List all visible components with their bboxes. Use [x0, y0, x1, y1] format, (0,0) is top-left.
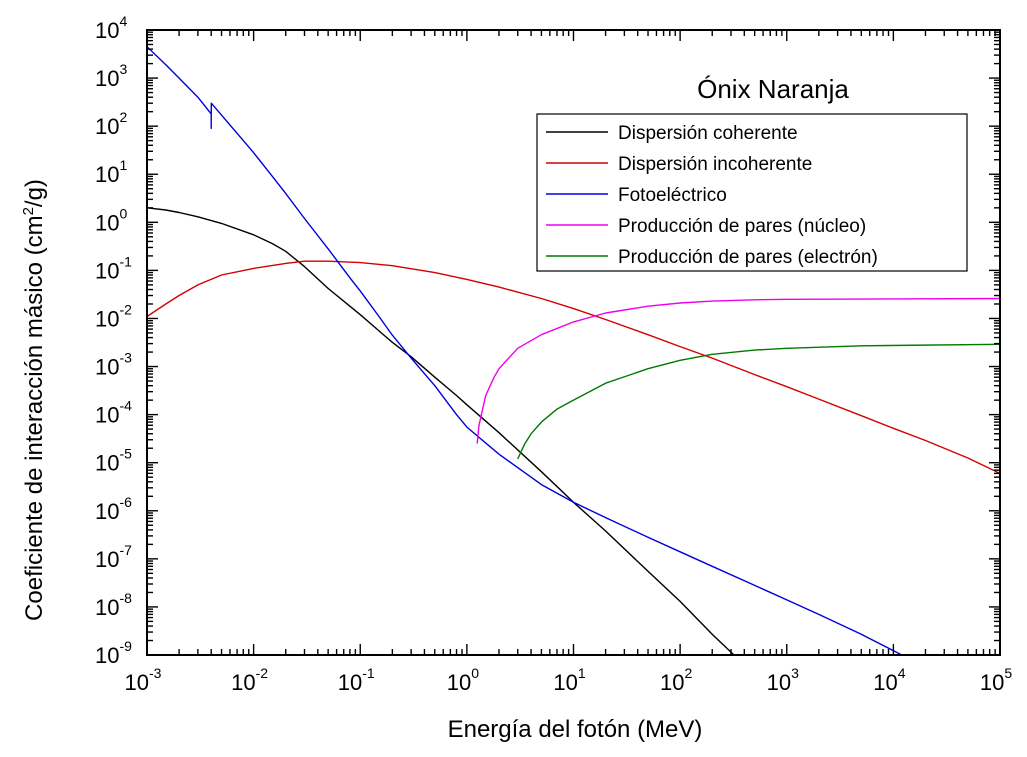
x-tick-label-base: 10: [873, 670, 897, 695]
x-tick-label-base: 10: [980, 670, 1004, 695]
y-tick-label: 103: [95, 61, 127, 91]
x-tick-label-exp: 0: [471, 665, 479, 681]
series-line-dispersion-incoherente: [147, 260, 1000, 475]
chart-title: Ónix Naranja: [697, 74, 849, 104]
legend-label: Fotoeléctrico: [618, 185, 727, 206]
x-tick-label-base: 10: [338, 670, 362, 695]
x-tick-label: 10-3: [125, 665, 162, 695]
y-tick-label-base: 10: [95, 18, 119, 43]
y-tick-label-base: 10: [95, 306, 119, 331]
x-axis-title: Energía del fotón (MeV): [448, 716, 703, 743]
x-tick-label: 105: [980, 665, 1012, 695]
y-tick-label: 104: [95, 13, 127, 43]
legend-label: Producción de pares (núcleo): [618, 216, 866, 237]
x-tick-label-exp: 1: [578, 665, 586, 681]
y-tick-label: 102: [95, 109, 127, 139]
y-tick-label: 10-3: [95, 350, 132, 380]
x-tick-label-exp: -2: [256, 665, 269, 681]
series-line-fotoelectrico: [147, 46, 903, 655]
y-tick-label-base: 10: [95, 595, 119, 620]
y-tick-label-base: 10: [95, 114, 119, 139]
x-tick-label: 101: [553, 665, 585, 695]
y-tick-label: 10-4: [95, 398, 132, 428]
y-tick-label-base: 10: [95, 547, 119, 572]
legend-box: [536, 113, 968, 272]
y-axis-title: Coeficiente de interacción másico (cm2/g…: [20, 179, 48, 621]
y-tick-label-exp: -5: [119, 446, 132, 462]
y-tick-label-exp: 1: [119, 157, 127, 173]
y-tick-label: 10-1: [95, 253, 132, 283]
y-axis-title-prefix: Coeficiente de interacción másico (cm: [21, 215, 48, 621]
legend: Dispersión coherente Dispersión incoheren…: [536, 113, 968, 272]
y-tick-label-base: 10: [95, 162, 119, 187]
y-tick-label-base: 10: [95, 403, 119, 428]
x-tick-label-exp: 2: [684, 665, 692, 681]
x-tick-label: 100: [447, 665, 479, 695]
x-tick-label: 10-1: [338, 665, 375, 695]
x-tick-label: 103: [767, 665, 799, 695]
y-tick-label-base: 10: [95, 643, 119, 668]
y-tick-label: 10-5: [95, 446, 132, 476]
y-tick-label-exp: 2: [119, 109, 127, 125]
x-tick-label-base: 10: [125, 670, 149, 695]
legend-label: Producción de pares (electrón): [618, 247, 878, 268]
x-tick-label: 10-2: [231, 665, 268, 695]
y-tick-label: 10-2: [95, 301, 132, 331]
x-tick-label-base: 10: [660, 670, 684, 695]
y-tick-label: 10-9: [95, 638, 132, 668]
y-tick-label-exp: -3: [119, 350, 132, 366]
x-tick-label-exp: -3: [149, 665, 162, 681]
y-tick-label-exp: -9: [119, 638, 132, 654]
y-tick-label-base: 10: [95, 66, 119, 91]
series-line-dispersion-coherente: [147, 207, 735, 655]
x-tick-label-base: 10: [231, 670, 255, 695]
x-tick-label-base: 10: [447, 670, 471, 695]
x-tick-label-base: 10: [553, 670, 577, 695]
y-tick-label: 101: [95, 157, 127, 187]
legend-label: Dispersión incoherente: [618, 154, 812, 175]
y-tick-label-exp: 3: [119, 61, 127, 77]
y-tick-label-base: 10: [95, 499, 119, 524]
x-tick-label: 102: [660, 665, 692, 695]
x-tick-label-exp: -1: [362, 665, 375, 681]
x-tick-label-exp: 4: [898, 665, 906, 681]
x-tick-label-exp: 3: [791, 665, 799, 681]
y-tick-label: 10-8: [95, 590, 132, 620]
series-line-produccion-de-pares-nucleo: [476, 297, 1000, 444]
y-axis-title-suffix: /g): [21, 179, 48, 207]
y-tick-label-exp: -7: [119, 542, 132, 558]
y-tick-label-exp: 0: [119, 205, 127, 221]
y-tick-label-exp: -8: [119, 590, 132, 606]
y-tick-label-exp: 4: [119, 13, 127, 29]
y-tick-label-exp: -4: [119, 398, 132, 414]
y-tick-label-exp: -6: [119, 494, 132, 510]
y-tick-label-base: 10: [95, 258, 119, 283]
y-tick-label: 10-7: [95, 542, 132, 572]
x-tick-label: 104: [873, 665, 905, 695]
y-tick-label-base: 10: [95, 210, 119, 235]
y-tick-label-exp: -1: [119, 253, 132, 269]
legend-label: Dispersión coherente: [618, 123, 798, 144]
series-line-produccion-de-pares-electron: [517, 343, 1000, 460]
y-tick-label-base: 10: [95, 451, 119, 476]
plot-frame: [146, 29, 1001, 656]
x-tick-label-base: 10: [767, 670, 791, 695]
x-tick-label-exp: 5: [1004, 665, 1012, 681]
y-axis-title-sup: 2: [20, 207, 37, 215]
series-layer: [147, 46, 1000, 655]
y-tick-label-base: 10: [95, 355, 119, 380]
y-tick-label: 100: [95, 205, 127, 235]
y-tick-label: 10-6: [95, 494, 132, 524]
y-tick-label-exp: -2: [119, 301, 132, 317]
